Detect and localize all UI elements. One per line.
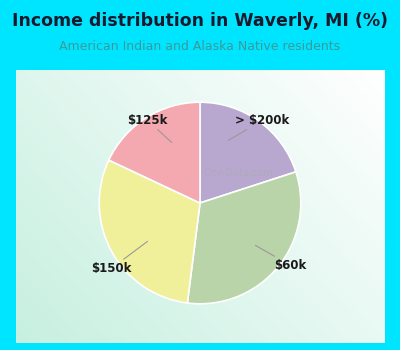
- Text: $125k: $125k: [127, 114, 172, 142]
- Text: $150k: $150k: [91, 241, 148, 275]
- Wedge shape: [200, 102, 296, 203]
- Text: > $200k: > $200k: [228, 114, 290, 140]
- Text: American Indian and Alaska Native residents: American Indian and Alaska Native reside…: [60, 40, 340, 53]
- Text: City-Data.com: City-Data.com: [204, 168, 273, 178]
- Text: Income distribution in Waverly, MI (%): Income distribution in Waverly, MI (%): [12, 12, 388, 30]
- Wedge shape: [109, 102, 200, 203]
- Wedge shape: [187, 172, 301, 304]
- Text: $60k: $60k: [256, 245, 307, 272]
- Wedge shape: [99, 160, 200, 303]
